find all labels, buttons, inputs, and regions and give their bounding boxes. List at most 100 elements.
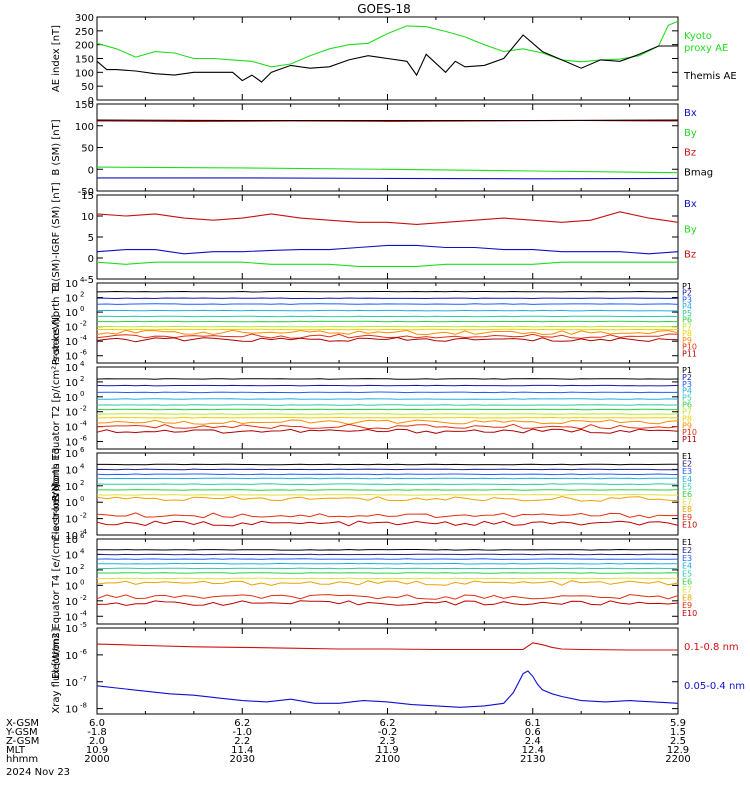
y-tick-label: 10 — [65, 337, 78, 348]
y-axis-label: B (SM) [nT] — [51, 119, 62, 175]
y-tick-exponent: 6 — [80, 446, 85, 454]
y-tick-label: 10 — [65, 378, 78, 389]
legend-bx: Bx — [684, 199, 697, 210]
channel-label-p11: P11 — [682, 349, 697, 358]
y-tick-label: 10 — [65, 651, 78, 662]
bottom-row-value: 0.6 — [525, 727, 541, 738]
channel-trace-e6 — [97, 489, 679, 491]
y-axis-label: B (SM)-IGRF (SM) [nT] — [51, 182, 62, 291]
channel-label-e10: E10 — [682, 609, 697, 618]
legend-bz: Bz — [684, 148, 696, 159]
y-axis-label: Xray flux [W/m2] — [51, 628, 62, 713]
bottom-row-value: 12.9 — [667, 745, 689, 756]
series-bx — [96, 244, 679, 255]
y-tick-label: 10 — [65, 597, 78, 608]
y-tick-label: 50 — [81, 82, 94, 93]
y-tick-exponent: 2 — [80, 479, 84, 487]
y-tick-label: -5 — [84, 275, 94, 286]
y-tick-label: 10 — [65, 678, 78, 689]
y-tick-label: 0 — [88, 165, 94, 176]
channel-trace-p11 — [96, 428, 679, 434]
y-tick-exponent: -7 — [80, 675, 87, 683]
channel-trace-p10 — [96, 423, 679, 430]
legend-kyoto-proxy-ae: Kyoto — [684, 31, 712, 42]
bottom-row-label: Z-GSM — [6, 736, 39, 747]
y-tick-exponent: 4 — [80, 462, 85, 470]
channel-label-p8: P8 — [682, 414, 692, 423]
channel-label-p5: P5 — [682, 394, 692, 403]
y-tick-label: 10 — [65, 308, 78, 319]
bottom-row-value: 6.2 — [380, 718, 396, 729]
bottom-row-value: 1.5 — [670, 727, 686, 738]
y-tick-exponent: 0 — [80, 390, 84, 398]
y-tick-exponent: 2 — [80, 375, 84, 383]
channel-label-e1: E1 — [682, 538, 692, 547]
legend-by: By — [684, 224, 697, 235]
channel-label-e10: E10 — [682, 520, 697, 529]
channel-trace-p2 — [96, 384, 679, 387]
y-tick-exponent: 0 — [80, 495, 84, 503]
channel-trace-e9 — [96, 512, 679, 519]
y-axis-label: Protons North T1 — [51, 281, 62, 365]
y-tick-label: 0 — [88, 254, 94, 265]
channel-trace-e7 — [96, 493, 678, 496]
channel-label-p10: P10 — [682, 428, 697, 437]
channel-label-p2: P2 — [682, 289, 692, 298]
y-tick-exponent: -6 — [80, 435, 88, 443]
channel-label-e9: E9 — [682, 601, 692, 610]
y-tick-exponent: -2 — [80, 405, 87, 413]
y-tick-label: 100 — [75, 68, 94, 79]
channel-trace-p3 — [96, 391, 678, 394]
channel-label-p2: P2 — [682, 373, 692, 382]
channel-label-p11: P11 — [682, 435, 697, 444]
bottom-row-value: 11.4 — [231, 745, 253, 756]
y-tick-label: 300 — [75, 13, 94, 24]
series-bx — [97, 177, 679, 180]
y-tick-label: 10 — [65, 323, 78, 334]
legend-bz: Bz — [684, 250, 696, 261]
legend-0-1-0-8-nm: 0.1-0.8 nm — [684, 642, 739, 653]
legend-by: By — [684, 128, 697, 139]
y-tick-label: 10 — [65, 498, 78, 509]
y-tick-label: 10 — [65, 279, 78, 290]
y-tick-label: 10 — [65, 705, 78, 716]
bottom-row-value: -1.0 — [232, 727, 252, 738]
bottom-row-label: MLT — [6, 745, 26, 756]
channel-trace-p11 — [96, 336, 679, 343]
channel-trace-e6 — [97, 572, 679, 574]
legend-bx: Bx — [684, 108, 697, 119]
channel-label-e6: E6 — [682, 490, 692, 499]
channel-label-p4: P4 — [682, 387, 692, 396]
y-tick-label: 10 — [65, 581, 78, 592]
chart-title: GOES-18 — [357, 2, 411, 16]
series-0-1-0-8-nm — [96, 642, 678, 651]
channel-label-p6: P6 — [682, 401, 692, 410]
channel-trace-p7 — [96, 325, 679, 328]
y-tick-label: 0 — [88, 96, 94, 107]
channel-label-e2: E2 — [682, 546, 692, 555]
channel-trace-p7 — [96, 413, 679, 415]
channel-label-e8: E8 — [682, 593, 692, 602]
channel-trace-p1 — [96, 378, 679, 380]
y-tick-exponent: -2 — [80, 320, 87, 328]
legend-kyoto-proxy-ae: proxy AE — [684, 43, 728, 54]
y-tick-exponent: 2 — [80, 563, 84, 571]
y-axis-label: Electrons Equator T4 [e/(cm²-s-sr-keV)] — [51, 484, 62, 679]
y-tick-label: 10 — [65, 363, 78, 374]
bottom-row-value: 2.2 — [234, 736, 250, 747]
bottom-row-value: 6.2 — [234, 718, 250, 729]
legend-themis-ae: Themis AE — [683, 71, 737, 82]
channel-trace-e4 — [96, 562, 678, 565]
y-tick-label: 10 — [65, 393, 78, 404]
bottom-row-value: 12.4 — [522, 745, 544, 756]
y-tick-label: 10 — [65, 550, 78, 561]
channel-label-p9: P9 — [682, 336, 692, 345]
bottom-row-value: 2100 — [375, 754, 400, 765]
y-tick-exponent: -6 — [80, 349, 88, 357]
y-tick-label: 10 — [65, 423, 78, 434]
channel-trace-p9 — [96, 419, 679, 425]
channel-trace-e5 — [96, 567, 679, 570]
